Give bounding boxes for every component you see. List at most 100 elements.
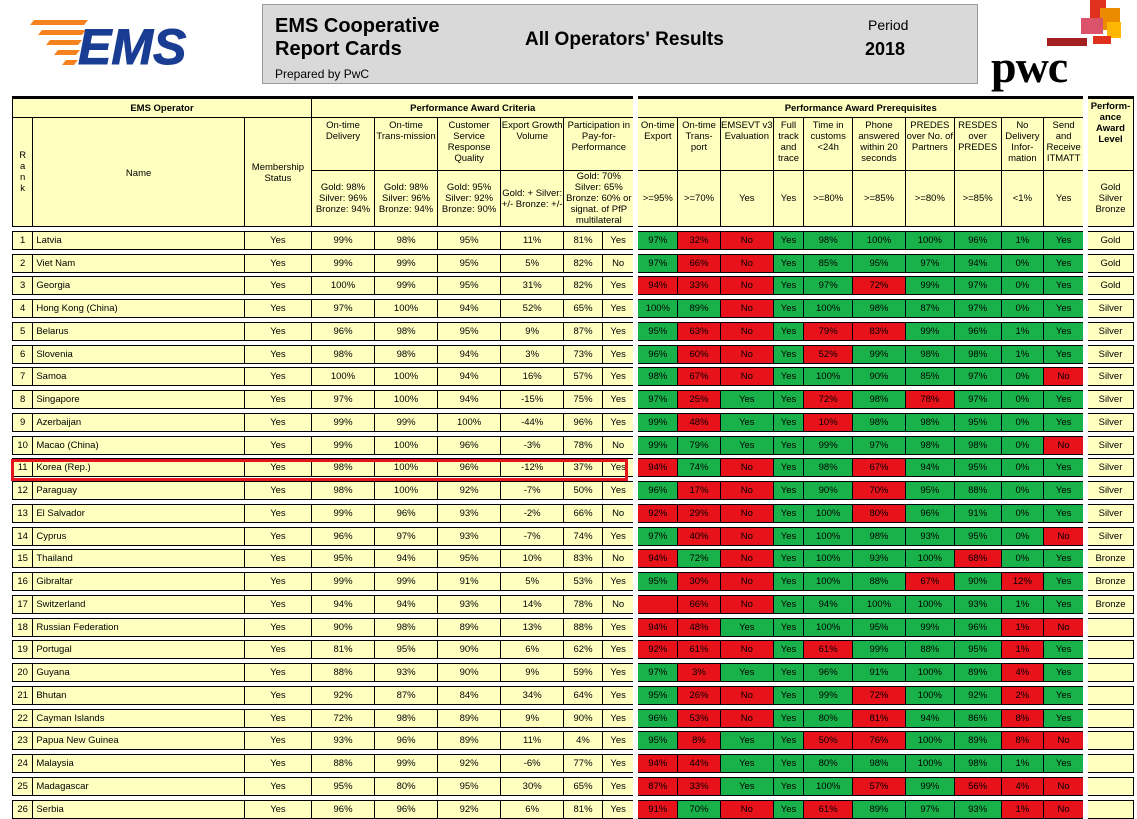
cell-ontime-export: 94% <box>633 617 679 637</box>
cell-emsevt: No <box>719 799 774 819</box>
cell-ontime-export: 91% <box>633 799 679 819</box>
cell-predes: 99% <box>904 321 955 341</box>
cell-pfp-value: 96% <box>563 412 603 432</box>
thr-phone: >=85% <box>852 170 906 227</box>
row-spacer-cell <box>12 272 1134 277</box>
cell-resdes: 98% <box>953 344 1002 364</box>
cell-ontime-transport: 8% <box>677 731 721 751</box>
thr-ontime-transport: >=70% <box>677 170 721 227</box>
row-spacer-cell <box>12 545 1134 550</box>
column-header-row: Rank Name Membership Status On-time Deli… <box>11 117 1134 227</box>
cell-name: Korea (Rep.) <box>32 458 245 478</box>
cell-pfp-signed: Yes <box>601 344 637 364</box>
cell-ontime-export: 87% <box>633 776 679 796</box>
cell-ontime-export: 94% <box>633 458 679 478</box>
cell-resdes: 98% <box>953 754 1002 773</box>
cell-full-track: Yes <box>772 617 805 637</box>
cell-emsevt: No <box>719 640 774 660</box>
cell-itmatt: Yes <box>1043 549 1086 569</box>
cell-phone: 100% <box>852 230 906 250</box>
cell-rank: 24 <box>11 754 34 773</box>
cell-pfp-signed: Yes <box>601 481 637 500</box>
cell-membership: Yes <box>243 663 313 682</box>
cell-customer-service: 95% <box>437 549 502 569</box>
row-spacer <box>12 590 1134 596</box>
results-table: EMS Operator Performance Award Criteria … <box>11 96 1135 819</box>
cell-predes: 98% <box>904 412 955 432</box>
cell-ontime-transmission: 98% <box>374 708 439 728</box>
cell-full-track: Yes <box>772 299 805 318</box>
cell-no-delivery: 0% <box>1000 367 1045 387</box>
cell-emsevt: Yes <box>719 435 774 455</box>
cell-customs: 100% <box>803 776 854 796</box>
thr-pay-for-performance: Gold: 70% Silver: 65% Bronze: 60% or sig… <box>563 170 637 227</box>
cell-predes: 100% <box>904 685 955 705</box>
table-row: 5 Belarus Yes 96% 98% 95% 9% 87% Yes 95% 63% No Yes 7… <box>11 321 1135 341</box>
cell-predes: 100% <box>904 731 955 751</box>
cell-ontime-transmission: 100% <box>374 367 439 387</box>
cell-emsevt: No <box>719 253 774 273</box>
cell-ontime-export: 94% <box>633 754 679 773</box>
cell-ontime-transmission: 99% <box>374 572 439 591</box>
cell-award-level: Bronze <box>1082 572 1135 591</box>
cell-full-track: Yes <box>772 526 805 546</box>
cell-predes: 78% <box>904 390 955 409</box>
cell-ontime-export: 95% <box>633 321 679 341</box>
cell-phone: 100% <box>852 594 906 614</box>
row-spacer <box>12 317 1134 323</box>
cell-ontime-delivery: 92% <box>310 685 376 705</box>
cell-export-growth: 9% <box>500 663 565 682</box>
cell-ontime-transport: 89% <box>677 299 721 318</box>
cell-ontime-delivery: 96% <box>310 799 376 819</box>
cell-ontime-transport: 25% <box>677 390 721 409</box>
thr-ontime-transmission: Gold: 98% Silver: 96% Bronze: 94% <box>374 170 439 227</box>
row-spacer-cell <box>12 340 1134 345</box>
threshold-row: Gold: 98% Silver: 96% Bronze: 94% Gold: … <box>13 170 1135 227</box>
section-prerequisites: Performance Award Prerequisites <box>633 96 1086 118</box>
cell-customer-service: 96% <box>437 458 502 478</box>
row-spacer <box>12 499 1134 505</box>
cell-phone: 98% <box>852 526 906 546</box>
cell-emsevt: Yes <box>719 776 774 796</box>
cell-customs: 94% <box>803 594 854 614</box>
cell-no-delivery: 0% <box>1000 549 1045 569</box>
row-spacer-cell <box>12 704 1134 709</box>
cell-pfp-value: 83% <box>563 549 603 569</box>
cell-customs: 100% <box>803 526 854 546</box>
cell-itmatt: Yes <box>1043 708 1086 728</box>
cell-award-level <box>1082 685 1135 705</box>
cell-pfp-signed: Yes <box>601 321 637 341</box>
cell-ontime-transport: 3% <box>677 663 721 682</box>
cell-ontime-export: 92% <box>633 503 679 523</box>
cell-emsevt: Yes <box>719 754 774 773</box>
cell-pfp-value: 82% <box>563 276 603 296</box>
cell-ontime-transmission: 99% <box>374 754 439 773</box>
cell-name: Slovenia <box>32 344 245 364</box>
cell-ontime-export: 92% <box>633 640 679 660</box>
cell-predes: 99% <box>904 776 955 796</box>
cell-itmatt: Yes <box>1043 230 1086 250</box>
cell-resdes: 93% <box>953 799 1002 819</box>
cell-pfp-value: 50% <box>563 481 603 500</box>
cell-ontime-delivery: 100% <box>310 367 376 387</box>
cell-itmatt: No <box>1043 617 1086 637</box>
section-criteria: Performance Award Criteria <box>310 96 637 118</box>
col-name: Name <box>32 117 245 227</box>
cell-pfp-signed: Yes <box>601 458 637 478</box>
cell-membership: Yes <box>243 503 313 523</box>
ems-logo-text: EMS <box>78 19 186 72</box>
cell-resdes: 95% <box>953 458 1002 478</box>
cell-customs: 98% <box>803 458 854 478</box>
cell-ontime-transmission: 100% <box>374 481 439 500</box>
cell-pfp-signed: Yes <box>601 367 637 387</box>
cell-export-growth: -12% <box>500 458 565 478</box>
cell-name: Paraguay <box>32 481 245 500</box>
row-spacer <box>12 249 1134 254</box>
cell-customs: 61% <box>803 799 854 819</box>
cell-membership: Yes <box>243 276 313 296</box>
cell-no-delivery: 0% <box>1000 299 1045 318</box>
table-row: 12 Paraguay Yes 98% 100% 92% -7% 50% Yes 96% 17% No… <box>11 481 1135 500</box>
cell-emsevt: No <box>719 230 774 250</box>
cell-ontime-transmission: 98% <box>374 230 439 250</box>
cell-no-delivery: 1% <box>1000 594 1045 614</box>
